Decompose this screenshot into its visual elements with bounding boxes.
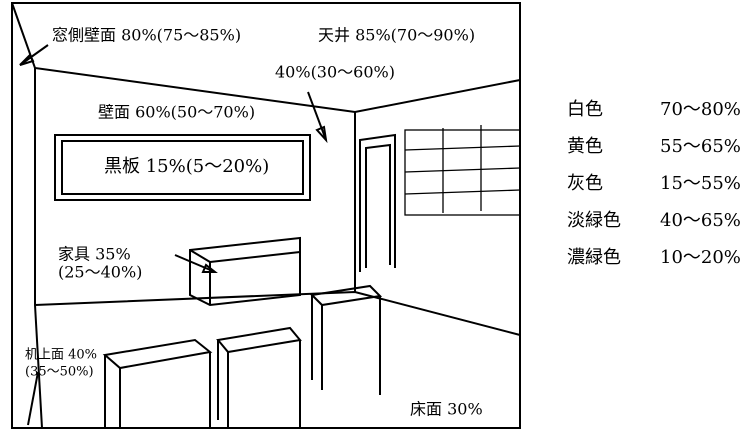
- legend-range: 40～65%: [660, 210, 741, 231]
- label: (35～50%): [25, 365, 94, 380]
- legend-range: 15～55%: [660, 173, 741, 194]
- legend-color: 黄色: [567, 136, 603, 157]
- diagram: 窓側壁面 80%(75～85%) 天井 85%(70～90%) 40%(30～6…: [0, 0, 755, 432]
- label: 窓側壁面 80%(75～85%): [52, 26, 241, 45]
- legend-color: 白色: [567, 99, 603, 120]
- label: 壁面 60%(50～70%): [98, 103, 255, 122]
- label: (25～40%): [58, 263, 142, 282]
- legend: 白色 70～80% 黄色 55～65% 灰色 15～55% 淡緑色 40～65% 濃緑色 10～2…: [567, 99, 741, 268]
- shelves: [405, 125, 520, 215]
- door-inner: [366, 145, 390, 268]
- label: 机上面 40%: [25, 348, 97, 363]
- legend-range: 55～65%: [660, 136, 741, 157]
- label: 家具 35%: [58, 245, 131, 264]
- legend-color: 淡緑色: [567, 210, 621, 231]
- label: 天井 85%(70～90%): [318, 26, 475, 45]
- desks: [105, 286, 380, 428]
- label: 40%(30～60%): [275, 63, 395, 82]
- label: 黒板 15%(5～20%): [104, 156, 269, 177]
- legend-color: 灰色: [567, 173, 603, 194]
- ceiling-edge: [12, 3, 520, 112]
- legend-range: 70～80%: [660, 99, 741, 120]
- label: 床面 30%: [410, 400, 483, 419]
- legend-color: 濃緑色: [567, 247, 621, 268]
- legend-range: 10～20%: [660, 247, 741, 268]
